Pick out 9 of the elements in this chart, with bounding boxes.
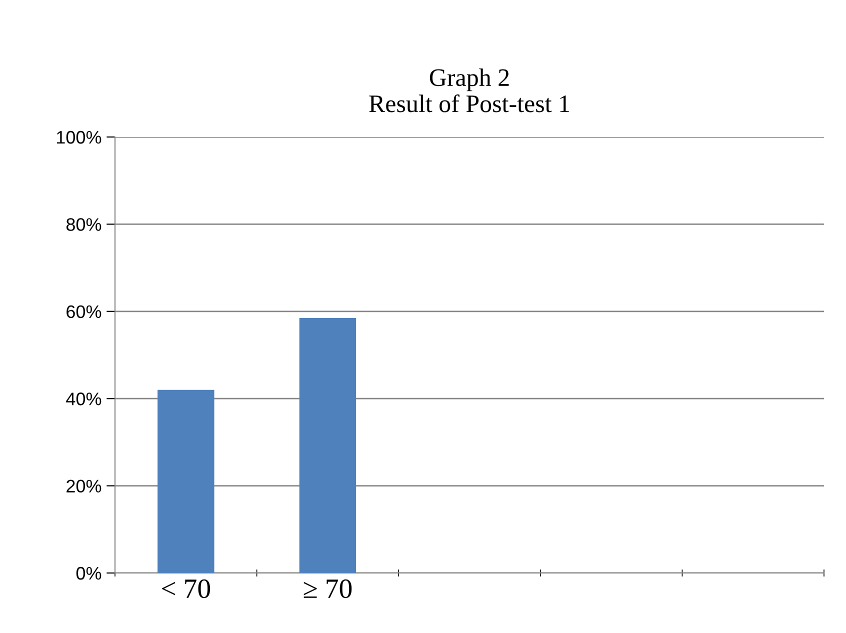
y-tick-label: 100% bbox=[57, 130, 102, 144]
x-tick-label: ≥ 70 bbox=[304, 579, 352, 598]
y-tick-label: 80% bbox=[66, 218, 102, 231]
y-tick-label: 40% bbox=[66, 392, 102, 406]
chart-title: Graph 2 Result of Post-test 1 bbox=[369, 68, 570, 112]
x-tick-label: < 70 bbox=[162, 579, 210, 598]
y-tick-label: 0% bbox=[76, 566, 102, 580]
y-tick-label: 60% bbox=[66, 305, 102, 318]
y-tick-label: 20% bbox=[66, 480, 102, 493]
